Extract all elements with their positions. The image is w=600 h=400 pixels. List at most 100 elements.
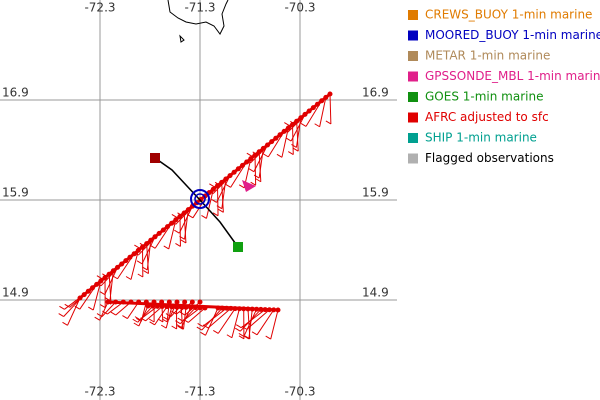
barb-flag <box>143 270 149 274</box>
barb-flag <box>288 151 294 156</box>
barb <box>154 306 168 326</box>
barb-flag <box>148 318 155 323</box>
barb <box>205 307 219 336</box>
legend-swatch <box>408 51 418 61</box>
obs-dot <box>189 299 195 305</box>
barb-flag <box>175 242 181 247</box>
barb-flag <box>163 245 170 250</box>
barb-flag <box>235 324 242 329</box>
barb-flag <box>141 266 148 271</box>
barb <box>154 222 173 249</box>
barb-flag <box>238 184 245 189</box>
barb-flag <box>216 205 223 210</box>
barb <box>243 309 258 337</box>
barb-flag <box>300 122 307 127</box>
barb-flag <box>74 305 81 310</box>
barb-flag <box>213 329 219 334</box>
barb-flag <box>263 153 269 158</box>
barb-flag <box>163 316 169 321</box>
legend-label: AFRC adjusted to sfc <box>425 110 549 124</box>
barb <box>192 192 210 219</box>
barb <box>216 175 231 203</box>
barb <box>240 309 266 329</box>
legend-label: CREWS_BUOY 1-min marine <box>425 8 592 22</box>
longitude-label: -70.3 <box>284 385 315 399</box>
barb <box>217 308 236 334</box>
barb <box>207 308 232 329</box>
legend-swatch <box>408 133 418 143</box>
barb <box>101 301 117 317</box>
barb <box>130 250 139 280</box>
barb-flag <box>134 316 141 321</box>
barb <box>178 205 193 234</box>
barb-flag <box>325 120 332 125</box>
barb-flag <box>255 178 262 183</box>
track <box>107 300 279 312</box>
barb-flag <box>225 183 231 188</box>
barb <box>183 307 187 330</box>
barb <box>99 301 109 321</box>
barb-flag <box>200 331 206 336</box>
legend: CREWS_BUOY 1-min marine MOORED_BUOY 1-min… <box>408 8 600 165</box>
barb <box>184 209 189 240</box>
barb-flag <box>276 153 283 158</box>
barb-flag <box>209 183 215 188</box>
barb <box>254 155 257 186</box>
longitude-label: -72.3 <box>84 1 115 15</box>
barb <box>329 93 332 125</box>
legend-swatch <box>408 30 418 41</box>
barb <box>104 267 118 295</box>
latitude-label: 14.9 <box>2 286 29 300</box>
barb-flag <box>218 208 224 213</box>
barb-flag <box>176 323 182 328</box>
legend-label: GPSSONDE_MBL 1-min marine <box>425 69 600 83</box>
barb-flag <box>314 123 320 128</box>
obs-dot <box>197 299 203 305</box>
barb <box>92 280 102 311</box>
latitude-label: 16.9 <box>362 86 389 100</box>
barb-flag <box>234 327 241 332</box>
barb-flag <box>226 334 233 339</box>
barb-flag <box>94 316 100 321</box>
latitude-label: 15.9 <box>362 186 389 200</box>
barb <box>253 144 268 172</box>
barb <box>258 148 264 179</box>
obs-dot <box>182 299 188 305</box>
barb-flag <box>285 137 292 142</box>
barb <box>146 240 152 271</box>
barb-flag <box>125 276 132 280</box>
barb-flag <box>58 313 64 317</box>
barb-flag <box>212 212 219 217</box>
barb-flag <box>177 317 183 322</box>
barb-flag <box>160 324 167 329</box>
barb <box>221 178 227 209</box>
barb <box>205 189 214 219</box>
buoy-marker-inner <box>194 193 206 205</box>
barb-flag <box>183 318 189 323</box>
barb-flag <box>132 318 138 323</box>
barb <box>267 131 285 158</box>
barb <box>281 127 289 158</box>
end-marker <box>233 242 243 252</box>
longitude-label: -71.3 <box>184 385 215 399</box>
legend-swatch <box>408 153 418 164</box>
barb-flag <box>196 326 203 331</box>
barb <box>290 114 306 142</box>
barb-flag <box>133 322 140 327</box>
legend-label: METAR 1-min marine <box>425 49 550 63</box>
start-marker <box>150 153 160 163</box>
legend-label: MOORED_BUOY 1-min marine <box>425 28 600 42</box>
legend-label: SHIP 1-min marine <box>425 131 537 145</box>
barb-flag <box>149 244 156 249</box>
barb <box>146 243 149 274</box>
barb-flag <box>248 168 255 173</box>
barb-flag <box>201 214 207 219</box>
barb-flag <box>171 310 177 315</box>
barb <box>108 274 112 305</box>
sonde-marker <box>242 180 256 192</box>
barb-flag <box>62 321 68 326</box>
barb-flag <box>187 214 194 219</box>
legend-swatch <box>408 10 418 20</box>
barb-flag <box>171 325 177 330</box>
buoy-marker <box>190 189 210 209</box>
